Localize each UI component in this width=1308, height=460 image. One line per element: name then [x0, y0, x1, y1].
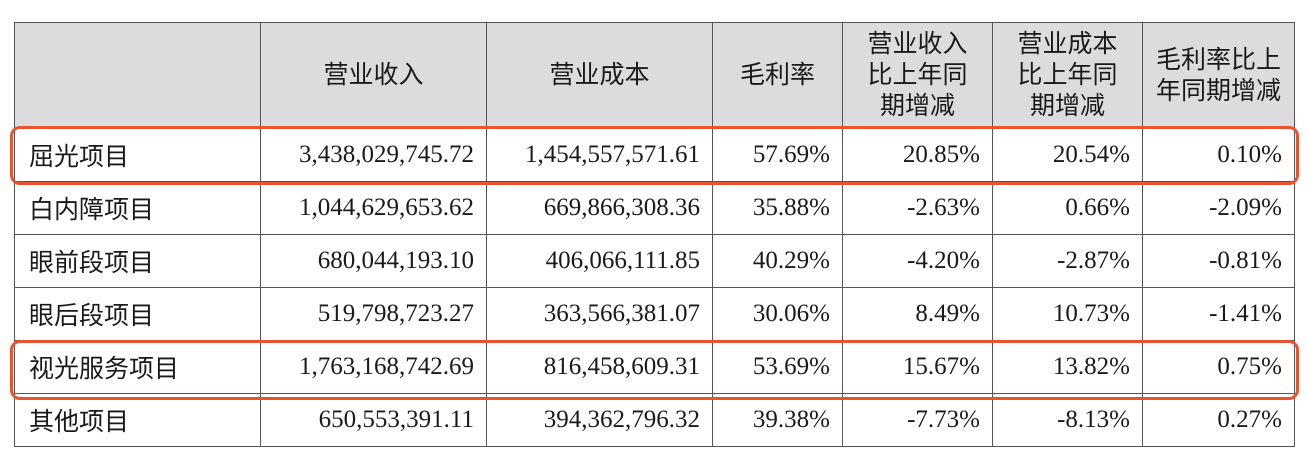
row-revenue-change: 8.49% — [842, 287, 993, 341]
row-margin-change: -2.09% — [1142, 181, 1295, 235]
header-cell-gross-margin: 毛利率 — [712, 22, 843, 129]
row-cost: 363,566,381.07 — [486, 287, 713, 341]
table-row: 眼前段项目 680,044,193.10 406,066,111.85 40.2… — [14, 234, 1295, 288]
row-revenue: 650,553,391.11 — [260, 393, 487, 447]
table-body: 屈光项目 3,438,029,745.72 1,454,557,571.61 5… — [14, 128, 1295, 447]
row-revenue: 3,438,029,745.72 — [260, 128, 487, 182]
segment-financial-table: 营业收入 营业成本 毛利率 营业收入比上年同期增减 营业成本比上年同期增减 毛利… — [14, 22, 1295, 447]
row-name: 视光服务项目 — [14, 340, 261, 394]
row-cost: 816,458,609.31 — [486, 340, 713, 394]
header-cell-cost: 营业成本 — [486, 22, 713, 129]
row-name: 其他项目 — [14, 393, 261, 447]
row-name: 白内障项目 — [14, 181, 261, 235]
row-revenue-change: -7.73% — [842, 393, 993, 447]
row-revenue: 680,044,193.10 — [260, 234, 487, 288]
row-margin-change: -0.81% — [1142, 234, 1295, 288]
row-revenue: 1,763,168,742.69 — [260, 340, 487, 394]
row-revenue: 1,044,629,653.62 — [260, 181, 487, 235]
row-name: 屈光项目 — [14, 128, 261, 182]
row-cost-change: -2.87% — [992, 234, 1143, 288]
row-margin: 53.69% — [712, 340, 843, 394]
row-revenue-change: 20.85% — [842, 128, 993, 182]
row-cost-change: 20.54% — [992, 128, 1143, 182]
table-row: 屈光项目 3,438,029,745.72 1,454,557,571.61 5… — [14, 128, 1295, 182]
row-cost-change: 0.66% — [992, 181, 1143, 235]
financial-table-container: 营业收入 营业成本 毛利率 营业收入比上年同期增减 营业成本比上年同期增减 毛利… — [14, 22, 1295, 447]
row-revenue-change: -2.63% — [842, 181, 993, 235]
table-row: 白内障项目 1,044,629,653.62 669,866,308.36 35… — [14, 181, 1295, 235]
row-name: 眼前段项目 — [14, 234, 261, 288]
table-row: 视光服务项目 1,763,168,742.69 816,458,609.31 5… — [14, 340, 1295, 394]
row-cost: 1,454,557,571.61 — [486, 128, 713, 182]
table-row: 其他项目 650,553,391.11 394,362,796.32 39.38… — [14, 393, 1295, 447]
row-cost: 669,866,308.36 — [486, 181, 713, 235]
row-cost-change: 10.73% — [992, 287, 1143, 341]
header-cell-cost-change: 营业成本比上年同期增减 — [992, 22, 1143, 129]
row-revenue-change: -4.20% — [842, 234, 993, 288]
row-revenue-change: 15.67% — [842, 340, 993, 394]
table-header: 营业收入 营业成本 毛利率 营业收入比上年同期增减 营业成本比上年同期增减 毛利… — [14, 22, 1295, 129]
header-cell-revenue: 营业收入 — [260, 22, 487, 129]
row-revenue: 519,798,723.27 — [260, 287, 487, 341]
row-margin: 40.29% — [712, 234, 843, 288]
row-margin: 39.38% — [712, 393, 843, 447]
row-margin-change: 0.10% — [1142, 128, 1295, 182]
row-margin-change: 0.27% — [1142, 393, 1295, 447]
row-cost: 394,362,796.32 — [486, 393, 713, 447]
row-margin-change: 0.75% — [1142, 340, 1295, 394]
row-margin-change: -1.41% — [1142, 287, 1295, 341]
row-name: 眼后段项目 — [14, 287, 261, 341]
row-cost-change: -8.13% — [992, 393, 1143, 447]
row-margin: 57.69% — [712, 128, 843, 182]
row-margin: 35.88% — [712, 181, 843, 235]
header-cell-empty — [14, 22, 261, 129]
header-cell-revenue-change: 营业收入比上年同期增减 — [842, 22, 993, 129]
row-cost: 406,066,111.85 — [486, 234, 713, 288]
header-row: 营业收入 营业成本 毛利率 营业收入比上年同期增减 营业成本比上年同期增减 毛利… — [14, 22, 1295, 129]
header-cell-margin-change: 毛利率比上年同期增减 — [1142, 22, 1295, 129]
table-row: 眼后段项目 519,798,723.27 363,566,381.07 30.0… — [14, 287, 1295, 341]
row-cost-change: 13.82% — [992, 340, 1143, 394]
row-margin: 30.06% — [712, 287, 843, 341]
